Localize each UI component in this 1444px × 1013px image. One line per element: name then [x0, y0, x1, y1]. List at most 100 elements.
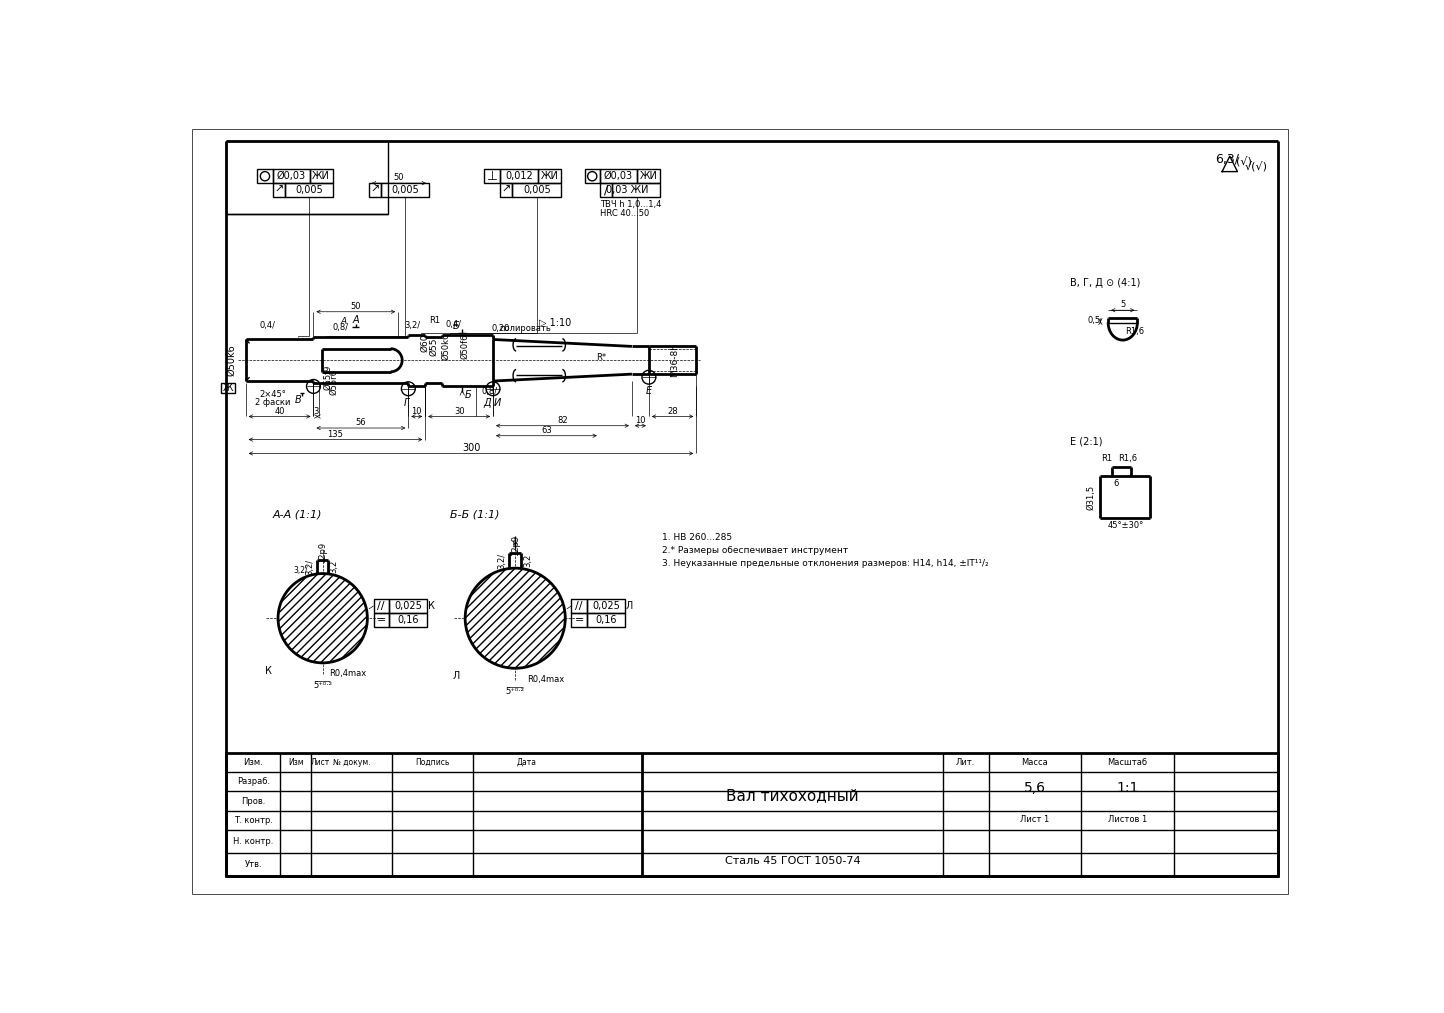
Text: 12р9: 12р9: [511, 535, 520, 555]
Bar: [586, 599, 625, 613]
Bar: [227, 141, 388, 214]
Text: =: =: [575, 615, 583, 625]
Text: Ø55f9: Ø55f9: [323, 365, 332, 390]
Text: Г: Г: [404, 398, 410, 407]
Text: 3,2/: 3,2/: [305, 558, 315, 574]
Bar: [273, 169, 309, 183]
Text: R1,6: R1,6: [1118, 454, 1136, 463]
Text: ЖИ: ЖИ: [312, 171, 331, 181]
Text: 3,2/: 3,2/: [293, 566, 308, 575]
Text: 0,012: 0,012: [505, 171, 533, 181]
Circle shape: [465, 568, 565, 669]
Text: Ø55r6: Ø55r6: [329, 369, 338, 395]
Text: 0,025: 0,025: [394, 601, 422, 611]
Bar: [309, 169, 332, 183]
Text: R1: R1: [1100, 454, 1112, 463]
Text: 5⁺⁰·²: 5⁺⁰·²: [313, 682, 332, 691]
Bar: [586, 613, 625, 627]
Text: Н. контр.: Н. контр.: [234, 837, 273, 846]
Text: Сталь 45 ГОСТ 1050-74: Сталь 45 ГОСТ 1050-74: [725, 856, 861, 866]
Text: 0,20: 0,20: [491, 324, 510, 333]
Text: ↗: ↗: [370, 185, 380, 196]
Text: Лит.: Лит.: [956, 758, 975, 767]
Text: 0,025: 0,025: [592, 601, 619, 611]
Text: Ø50k6: Ø50k6: [442, 332, 451, 360]
Text: //: //: [377, 601, 386, 611]
Text: Ø0,03: Ø0,03: [604, 171, 632, 181]
Bar: [572, 599, 586, 613]
Text: Вал тихоходный: Вал тихоходный: [726, 788, 859, 803]
Text: № докум.: № докум.: [334, 758, 371, 767]
Text: =: =: [377, 615, 386, 625]
Text: 28: 28: [667, 406, 677, 415]
Text: 0,5: 0,5: [1087, 316, 1100, 325]
Text: 10: 10: [635, 415, 645, 424]
Text: Е (2:1): Е (2:1): [1070, 437, 1102, 446]
Bar: [637, 169, 660, 183]
Bar: [572, 613, 586, 627]
Text: 6: 6: [1113, 479, 1119, 488]
Text: 0,8/: 0,8/: [481, 387, 497, 396]
Text: К: К: [266, 666, 273, 676]
Text: Т. контр.: Т. контр.: [234, 815, 273, 825]
Text: 0,8/: 0,8/: [332, 323, 348, 332]
Text: R0,4max: R0,4max: [329, 670, 367, 678]
Text: ЖИ: ЖИ: [640, 171, 657, 181]
Text: Разраб.: Разраб.: [237, 777, 270, 786]
Text: HRC 40...50: HRC 40...50: [599, 209, 650, 218]
Text: 1:1: 1:1: [1116, 781, 1138, 794]
Text: ТВЧ h 1,0...1,4: ТВЧ h 1,0...1,4: [599, 201, 661, 210]
Text: Л: Л: [625, 601, 632, 611]
Text: 300: 300: [462, 443, 481, 453]
Text: 5,6: 5,6: [1024, 781, 1045, 794]
Text: Лист 1: Лист 1: [1021, 815, 1050, 825]
Text: 3: 3: [313, 406, 319, 415]
Text: 5⁺⁰·²: 5⁺⁰·²: [505, 687, 524, 696]
Bar: [599, 169, 637, 183]
Bar: [257, 169, 273, 183]
Text: Ø60: Ø60: [420, 333, 430, 352]
Text: 30: 30: [453, 406, 465, 415]
Bar: [284, 183, 332, 197]
Text: 1. НВ 260...285: 1. НВ 260...285: [661, 533, 732, 542]
Text: Д: Д: [484, 397, 491, 407]
Bar: [374, 599, 388, 613]
Bar: [484, 169, 500, 183]
Text: 10: 10: [412, 406, 422, 415]
Circle shape: [279, 573, 367, 663]
Text: Утв.: Утв.: [244, 860, 263, 869]
Text: М36-8h: М36-8h: [670, 343, 679, 377]
Text: ▷ 1:10: ▷ 1:10: [539, 317, 570, 327]
Text: 56: 56: [355, 418, 367, 427]
Text: В: В: [295, 395, 302, 405]
Text: А: А: [352, 315, 358, 325]
Bar: [273, 183, 284, 197]
Text: 0,4/: 0,4/: [260, 321, 276, 330]
Text: Б: Б: [465, 390, 472, 400]
Bar: [318, 560, 328, 575]
Text: Изм.: Изм.: [244, 758, 263, 767]
Text: Ж: Ж: [222, 383, 234, 393]
Bar: [368, 183, 381, 197]
Text: √(√): √(√): [1245, 161, 1268, 171]
Text: ↗: ↗: [274, 185, 283, 196]
Text: 3,2/: 3,2/: [404, 321, 420, 330]
Bar: [599, 183, 612, 197]
Text: /: /: [604, 183, 608, 197]
Text: 82: 82: [557, 415, 567, 424]
Text: 12р9: 12р9: [318, 541, 328, 562]
Text: 2.* Размеры обеспечивает инструмент: 2.* Размеры обеспечивает инструмент: [661, 546, 848, 555]
Text: 40: 40: [274, 406, 284, 415]
Text: А: А: [341, 317, 347, 326]
Text: 45°±30°: 45°±30°: [1108, 522, 1144, 531]
Bar: [500, 183, 513, 197]
Bar: [381, 183, 429, 197]
Text: Масштаб: Масштаб: [1108, 758, 1148, 767]
Text: 135: 135: [328, 430, 344, 439]
Text: 50: 50: [351, 302, 361, 311]
Bar: [227, 753, 1278, 876]
Text: Дата: Дата: [517, 758, 537, 767]
Text: 3,2: 3,2: [329, 560, 339, 573]
Text: Ø50k6: Ø50k6: [227, 344, 237, 376]
Text: Л: Л: [452, 671, 459, 681]
